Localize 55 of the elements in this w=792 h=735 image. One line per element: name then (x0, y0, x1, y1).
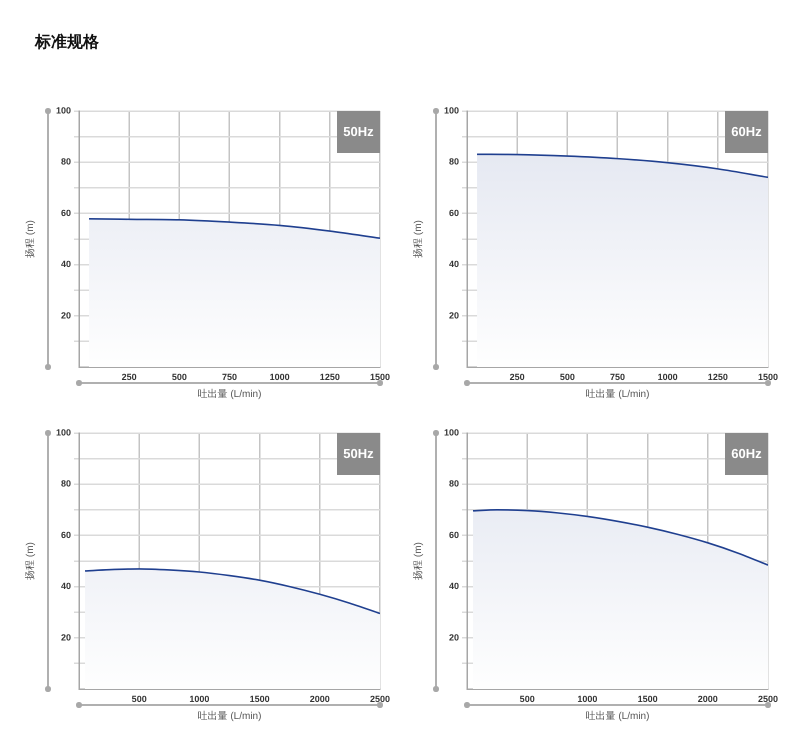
y-tick-label: 80 (60, 478, 71, 489)
y-tick-label: 20 (448, 632, 459, 642)
x-tick-label: 1500 (638, 694, 658, 704)
x-tick-label: 1000 (658, 372, 678, 382)
x-tick-label: 500 (132, 694, 147, 704)
y-tick-label: 60 (60, 530, 71, 540)
y-axis-title: 扬程 (m) (412, 542, 424, 580)
y-tick-label: 100 (56, 105, 71, 116)
y-tick-label: 80 (60, 156, 71, 167)
y-tick-label: 40 (60, 581, 71, 592)
x-tick-label: 250 (122, 372, 137, 382)
y-tick-label: 40 (60, 259, 71, 270)
annotation: 60Hz (724, 433, 768, 475)
y-tick-label: 100 (444, 105, 459, 116)
chart-title: 标准规格 (35, 32, 99, 53)
x-tick-label: 1250 (320, 372, 340, 382)
annotation: 50Hz (336, 433, 380, 475)
y-tick-label: 20 (60, 310, 71, 320)
x-axis-title: 吐出量 (L/min) (198, 388, 262, 400)
y-tick-label: 40 (448, 259, 459, 270)
x-tick-label: 1000 (577, 694, 598, 704)
x-axis-title: 吐出量 (L/min) (198, 710, 262, 722)
x-tick-label: 750 (610, 372, 626, 382)
x-tick-label: 1500 (758, 372, 778, 382)
y-axis-title: 扬程 (m) (24, 542, 36, 580)
x-tick-label: 2000 (698, 694, 718, 704)
y-tick-label: 40 (448, 581, 459, 592)
x-axis-title: 吐出量 (L/min) (586, 710, 650, 722)
y-tick-label: 100 (444, 427, 459, 438)
x-tick-label: 750 (222, 372, 238, 382)
x-tick-label: 1000 (189, 694, 210, 704)
annotation: 50Hz (336, 111, 380, 153)
y-tick-label: 20 (60, 632, 71, 642)
y-tick-label: 100 (56, 427, 71, 438)
x-tick-label: 1250 (708, 372, 728, 382)
x-tick-label: 2500 (758, 694, 778, 704)
y-tick-label: 60 (448, 530, 459, 540)
x-axis-title: 吐出量 (L/min) (586, 388, 650, 400)
y-tick-label: 60 (60, 208, 71, 218)
y-axis-title: 扬程 (m) (412, 220, 424, 258)
x-tick-label: 500 (520, 694, 535, 704)
x-tick-label: 2500 (370, 694, 390, 704)
annotation: 60Hz (724, 111, 768, 153)
x-tick-label: 500 (172, 372, 187, 382)
x-tick-label: 500 (560, 372, 575, 382)
x-tick-label: 2000 (310, 694, 330, 704)
y-tick-label: 80 (448, 156, 459, 167)
y-axis-title: 扬程 (m) (24, 220, 36, 258)
x-tick-label: 250 (510, 372, 525, 382)
x-tick-label: 1500 (370, 372, 390, 382)
y-tick-label: 20 (448, 310, 459, 320)
y-tick-label: 80 (448, 478, 459, 489)
x-tick-label: 1000 (270, 372, 290, 382)
y-tick-label: 60 (448, 208, 459, 218)
x-tick-label: 1500 (250, 694, 270, 704)
